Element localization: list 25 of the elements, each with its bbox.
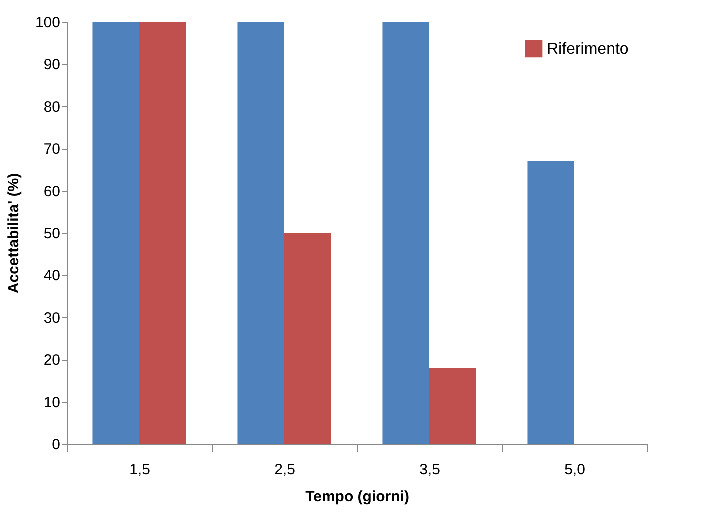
- y-tick-label: 10: [44, 394, 60, 412]
- y-tick-label: 70: [44, 141, 60, 158]
- y-tick-label: 30: [44, 310, 60, 327]
- y-tick-label: 100: [35, 14, 60, 32]
- y-tick-label: 0: [52, 436, 60, 454]
- x-tick-label: 3,5: [420, 462, 440, 478]
- y-tick-label: 50: [44, 226, 60, 242]
- y-tick-label: 80: [44, 98, 60, 116]
- x-tick-label: 1,5: [130, 462, 150, 478]
- bar: [382, 22, 430, 444]
- x-tick-label: 2,5: [274, 462, 296, 478]
- bar: [284, 233, 332, 444]
- x-tick-label: 5,0: [564, 462, 586, 478]
- y-tick-label: 20: [44, 352, 60, 370]
- bar: [140, 22, 186, 444]
- y-tick-label: 90: [44, 56, 60, 74]
- x-axis-title: Tempo (giorni): [306, 488, 410, 506]
- y-tick-label: 60: [44, 183, 60, 200]
- legend-label: Riferimento: [547, 41, 629, 58]
- y-axis-title: Accettabilita' (%): [5, 173, 22, 294]
- bar: [528, 161, 574, 444]
- bar: [238, 22, 284, 444]
- bar: [92, 22, 140, 444]
- y-tick-label: 40: [44, 268, 60, 285]
- bar: [430, 368, 476, 444]
